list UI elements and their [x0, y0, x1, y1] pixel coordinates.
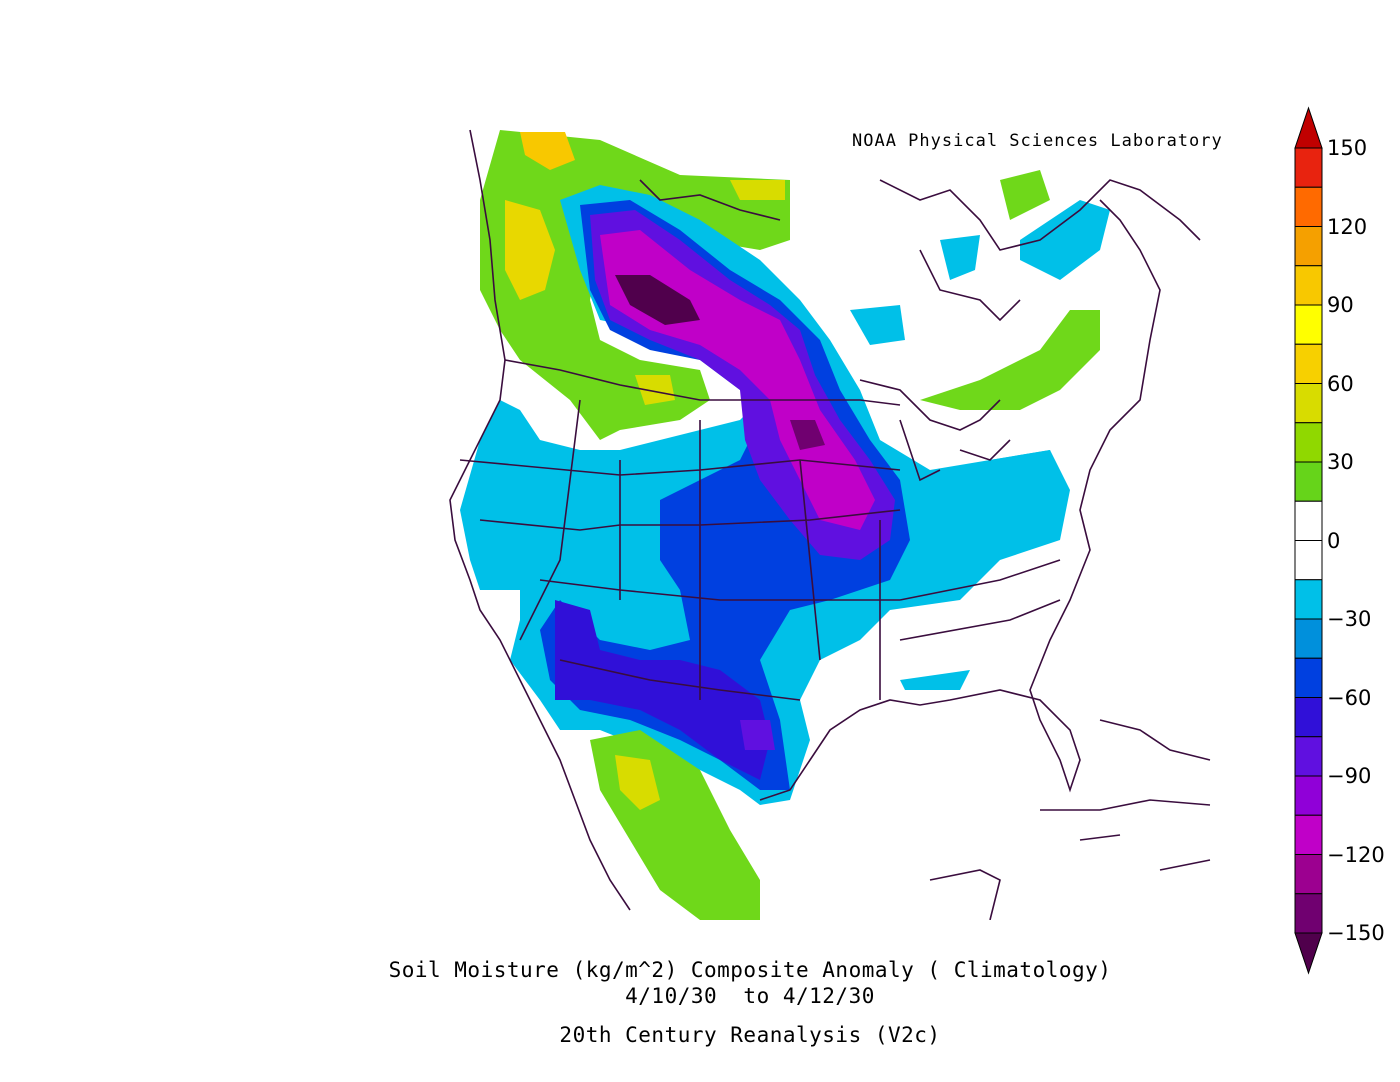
credit-label: NOAA Physical Sciences Laboratory	[852, 131, 1223, 151]
colorbar-tick-label: −90	[1327, 764, 1372, 788]
anomaly-shading	[460, 130, 1110, 920]
colorbar-tick-label: 30	[1327, 450, 1354, 474]
positive-anomaly-labrador	[1000, 170, 1050, 220]
colorbar-swatch	[1294, 893, 1323, 934]
caption-line2: 4/10/30 to 4/12/30	[625, 984, 875, 1008]
yellow-anomaly-nw2	[520, 132, 575, 170]
colorbar-tick-label: 120	[1327, 214, 1368, 239]
colorbar-swatch	[1294, 579, 1323, 620]
colorbar-tick-label: 0	[1327, 528, 1341, 553]
canada-us-border	[504, 359, 901, 406]
caption-line3: 20th Century Reanalysis (V2c)	[559, 1023, 941, 1047]
colorbar	[1294, 106, 1323, 975]
negative-anomaly-ontario	[850, 305, 905, 345]
colorbar-swatch	[1294, 383, 1323, 424]
canada-islands	[639, 179, 1201, 322]
colorbar-tick-label: 90	[1327, 293, 1354, 317]
great-lakes	[859, 379, 1011, 482]
colorbar-swatch	[1294, 147, 1323, 188]
colorbar-swatch	[1294, 500, 1323, 541]
positive-anomaly-qc	[920, 310, 1100, 410]
negative-anomaly-deep	[615, 275, 700, 325]
negative-anomaly-deep2	[790, 420, 825, 450]
negative-anomaly-sw2	[740, 720, 775, 750]
colorbar-swatch	[1294, 697, 1323, 738]
caption-line1: Soil Moisture (kg/m^2) Composite Anomaly…	[388, 958, 1112, 982]
yellow-anomaly-c	[635, 375, 675, 405]
negative-anomaly-blue	[540, 200, 910, 790]
colorbar-tick-label: −30	[1327, 607, 1372, 631]
boundaries	[449, 129, 1211, 920]
colorbar-swatch	[1294, 343, 1323, 384]
colorbar-swatch	[1294, 736, 1323, 777]
negative-anomaly-se	[900, 670, 970, 690]
caribbean	[929, 719, 1211, 920]
state-lines	[459, 399, 1061, 701]
colorbar-swatch	[1294, 775, 1323, 816]
colorbar-swatch	[1294, 226, 1323, 267]
yellow-anomaly-nw	[505, 200, 555, 300]
positive-anomaly-nw	[480, 130, 790, 440]
negative-anomaly-sw	[555, 600, 770, 780]
colorbar-tick-label: 60	[1327, 371, 1354, 396]
colorbar-swatch	[1294, 814, 1323, 855]
colorbar-swatch	[1294, 854, 1323, 895]
colorbar-swatch	[1294, 186, 1323, 227]
colorbar-tick-label: 150	[1327, 136, 1368, 160]
colorbar-tick-label: −120	[1327, 842, 1385, 867]
colorbar-arrow-top	[1294, 106, 1323, 149]
west-coast	[449, 129, 631, 911]
negative-anomaly-hudson	[940, 235, 980, 280]
negative-anomaly-ne-us	[990, 450, 1060, 510]
colorbar-swatch	[1294, 422, 1323, 463]
colorbar-tick-label: −60	[1327, 685, 1372, 710]
yellow-anomaly-ne	[730, 180, 785, 200]
colorbar-swatch	[1294, 461, 1323, 502]
colorbar-swatch	[1294, 304, 1323, 345]
colorbar-swatch	[1294, 618, 1323, 659]
colorbar-swatch	[1294, 265, 1323, 306]
colorbar-swatch	[1294, 657, 1323, 698]
colorbar-swatch	[1294, 540, 1323, 581]
gulf-coast	[759, 199, 1161, 801]
colorbar-tick-label: −150	[1327, 921, 1385, 945]
negative-anomaly-labrador	[1020, 200, 1110, 280]
yellow-anomaly-mx	[615, 755, 660, 810]
colorbar-arrow-bottom	[1294, 932, 1323, 975]
